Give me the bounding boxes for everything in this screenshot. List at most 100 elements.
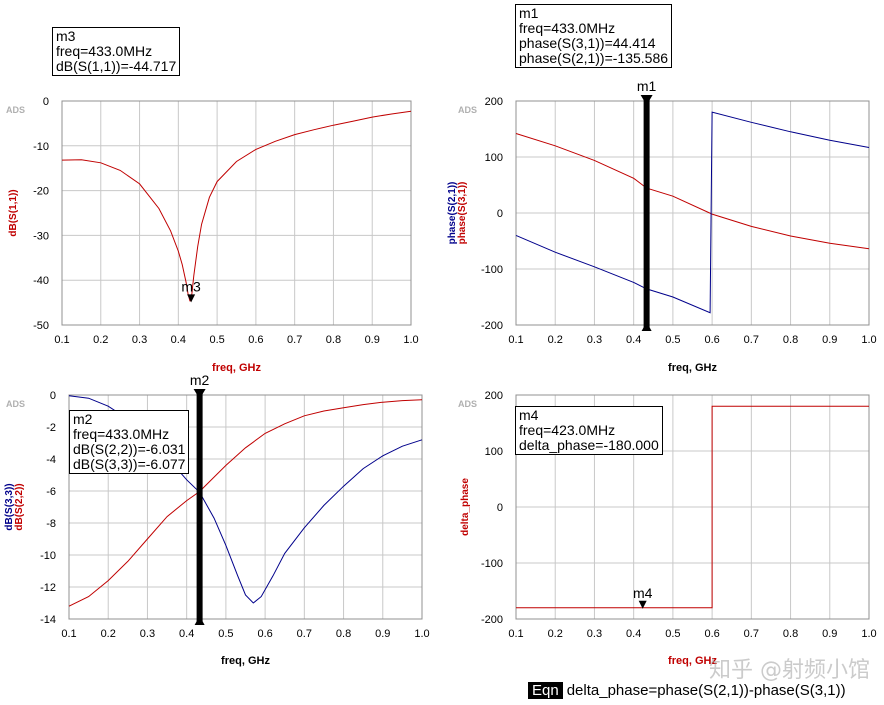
readout-name: m3 [56, 28, 76, 44]
x-tick-label: 0.1 [508, 334, 523, 346]
plot-frame [61, 100, 412, 326]
x-tick-label: 0.7 [744, 628, 759, 640]
y-tick-label: -100 [481, 264, 503, 276]
series-line [516, 405, 869, 609]
x-tick-label: 0.4 [179, 628, 194, 640]
marker-readout-m4: m4 freq=423.0MHz delta_phase=-180.000 [515, 406, 663, 455]
y-tick-label: 100 [485, 446, 503, 458]
series-line [68, 399, 423, 607]
ads-logo: ADS [458, 399, 477, 409]
marker-label: m2 [190, 372, 210, 388]
marker-triangle [640, 95, 653, 105]
chart-panel-p3: 0.1 0.2 0.3 0.4 0.5 0.6 0.7 0.8 0.9 1.0 0 -2 -4 -6 -8 -… [4, 372, 430, 667]
y-tick-label: -30 [33, 230, 49, 242]
x-tick-label: 0.3 [140, 628, 155, 640]
y-axis-label: phase(S(2,1)) [447, 182, 458, 245]
ads-logo: ADS [6, 105, 25, 115]
x-tick-label: 0.5 [665, 334, 680, 346]
x-tick-label: 0.5 [218, 628, 233, 640]
readout-line: phase(S(2,1))=-135.586 [519, 50, 669, 66]
marker-bar[interactable] [643, 97, 650, 331]
readout-line: freq=423.0MHz [519, 422, 616, 438]
y-axis-label: phase(S(3,1)) [457, 182, 468, 245]
x-tick-label: 1.0 [861, 334, 876, 346]
x-tick-label: 0.3 [587, 628, 602, 640]
y-tick-label: 200 [485, 390, 503, 402]
x-axis-label: freq, GHz [668, 362, 717, 374]
y-tick-label: 0 [497, 502, 503, 514]
x-tick-label: 0.9 [822, 334, 837, 346]
y-tick-label: -200 [481, 320, 503, 332]
x-tick-label: 0.5 [209, 334, 224, 346]
x-tick-label: 0.3 [587, 334, 602, 346]
marker-label: m1 [637, 78, 657, 94]
x-tick-label: 0.1 [508, 628, 523, 640]
series-line [515, 133, 870, 250]
y-tick-label: -10 [40, 550, 56, 562]
marker-triangle[interactable] [638, 600, 647, 609]
x-tick-label: 0.7 [287, 334, 302, 346]
x-tick-label: 0.8 [336, 628, 351, 640]
x-tick-label: 0.6 [257, 628, 272, 640]
y-axis-label: dB(S(1,1)) [8, 189, 19, 236]
y-tick-label: 0 [43, 96, 49, 108]
watermark: 知乎 @射频小馆 [709, 658, 870, 683]
x-tick-label: 0.1 [54, 334, 69, 346]
x-tick-label: 0.6 [248, 334, 263, 346]
x-tick-label: 1.0 [861, 628, 876, 640]
x-tick-label: 0.9 [375, 628, 390, 640]
ads-logo: ADS [6, 399, 25, 409]
y-tick-label: -50 [33, 320, 49, 332]
readout-line: phase(S(3,1))=44.414 [519, 35, 656, 51]
marker-label: m4 [633, 585, 653, 601]
y-tick-label: -8 [46, 518, 56, 530]
marker-triangle [194, 616, 205, 625]
readout-line: dB(S(1,1))=-44.717 [56, 58, 177, 74]
chart-panel-p2: 0.1 0.2 0.3 0.4 0.5 0.6 0.7 0.8 0.9 1.0 200 100 0 -10… [447, 78, 877, 374]
x-tick-label: 0.8 [783, 334, 798, 346]
equation: Eqn delta_phase=phase(S(2,1))-phase(S(3,1… [528, 680, 846, 702]
x-axis-label: freq, GHz [212, 362, 261, 374]
x-tick-label: 0.2 [101, 628, 116, 640]
x-tick-label: 0.4 [626, 628, 641, 640]
y-tick-label: -10 [33, 141, 49, 153]
x-tick-label: 0.8 [783, 628, 798, 640]
x-tick-label: 0.4 [626, 334, 641, 346]
y-axis-label: dB(S(3,3)) [4, 483, 15, 530]
x-tick-label: 0.7 [744, 334, 759, 346]
x-tick-label: 0.4 [171, 334, 186, 346]
equation-text: delta_phase=phase(S(2,1))-phase(S(3,1)) [566, 682, 846, 699]
readout-line: delta_phase=-180.000 [519, 437, 659, 453]
y-axis-label: delta_phase [460, 478, 471, 536]
marker-label: m3 [181, 278, 201, 294]
x-tick-label: 0.1 [61, 628, 76, 640]
y-tick-label: -40 [33, 275, 49, 287]
marker-readout-m3: m3 freq=433.0MHz dB(S(1,1))=-44.717 [52, 27, 181, 76]
readout-name: m1 [519, 5, 539, 21]
y-tick-label: -12 [40, 582, 56, 594]
plot-frame [68, 394, 423, 620]
y-tick-label: -200 [481, 614, 503, 626]
plot-area [62, 101, 411, 325]
marker-triangle[interactable] [187, 294, 196, 303]
series-line [515, 111, 870, 314]
marker-triangle [641, 322, 652, 331]
y-tick-label: 100 [485, 152, 503, 164]
y-tick-label: 0 [497, 208, 503, 220]
plot-frame [515, 394, 870, 620]
marker-bar[interactable] [196, 391, 203, 625]
x-tick-label: 1.0 [403, 334, 418, 346]
x-tick-label: 0.6 [704, 334, 719, 346]
readout-line: freq=433.0MHz [56, 43, 153, 59]
y-tick-label: -100 [481, 558, 503, 570]
x-tick-label: 0.7 [297, 628, 312, 640]
readout-name: m4 [519, 407, 539, 423]
y-tick-label: -20 [33, 186, 49, 198]
readout-name: m2 [73, 411, 93, 427]
y-tick-label: 200 [485, 96, 503, 108]
readout-line: freq=433.0MHz [519, 20, 616, 36]
x-tick-label: 1.0 [414, 628, 429, 640]
x-axis-label: freq, GHz [668, 655, 717, 667]
x-tick-label: 0.9 [822, 628, 837, 640]
